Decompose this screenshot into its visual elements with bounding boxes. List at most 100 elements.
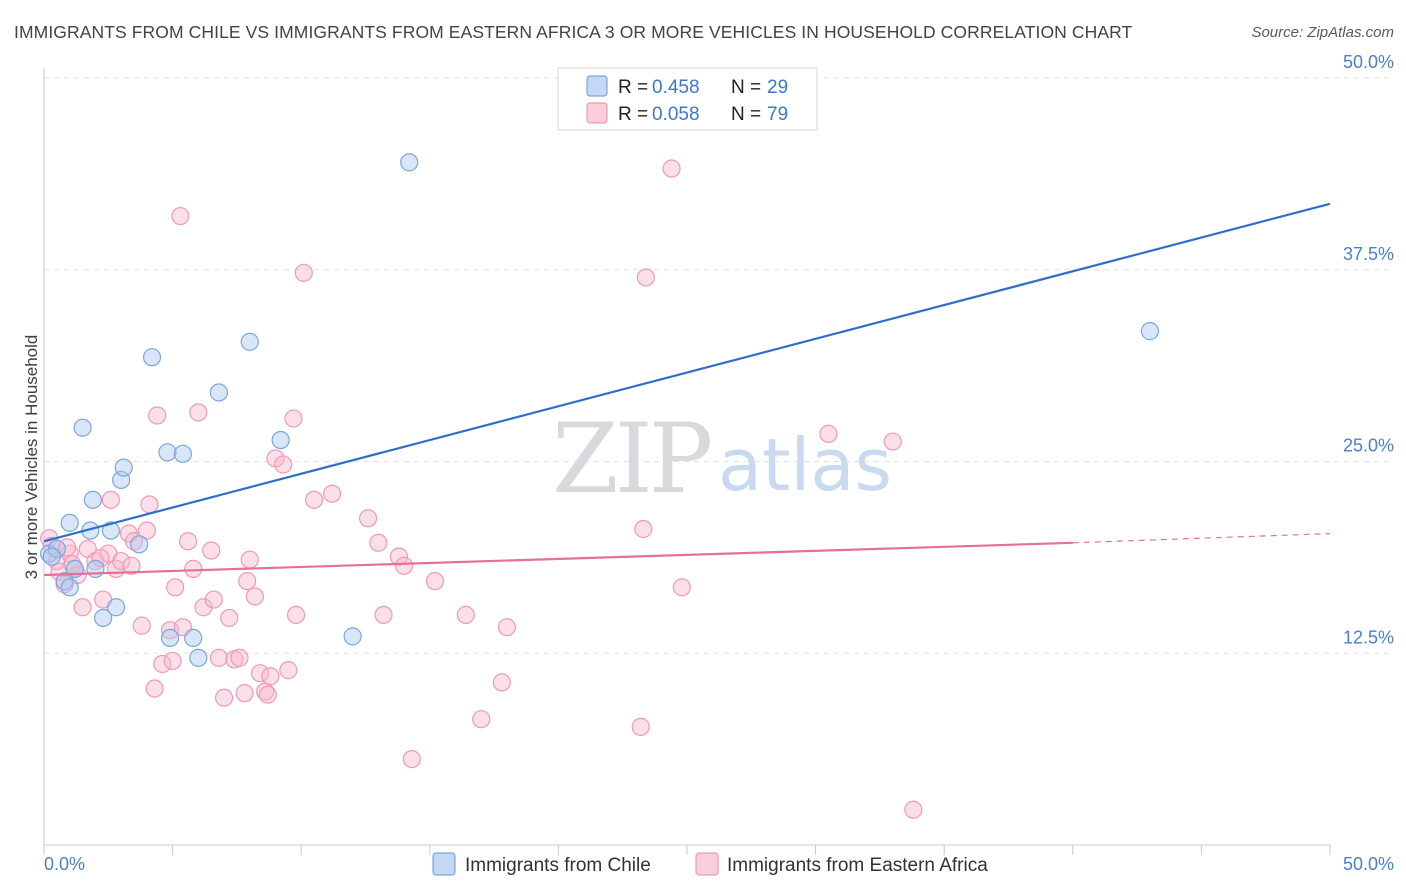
data-point-eastern-africa	[374, 605, 393, 625]
data-point-chile	[86, 559, 105, 578]
data-point-eastern-africa	[132, 616, 151, 635]
data-point-chile	[400, 153, 419, 172]
data-point-eastern-africa	[904, 800, 923, 819]
data-point-chile	[142, 348, 162, 367]
data-point-eastern-africa	[472, 710, 491, 729]
data-point-eastern-africa	[634, 519, 653, 539]
data-point-chile	[343, 627, 362, 646]
y-tick-label: 25.0%	[1343, 436, 1394, 456]
data-point-eastern-africa	[389, 547, 409, 566]
legend-n-value-eastern-africa: 79	[767, 104, 788, 125]
data-point-eastern-africa	[402, 749, 421, 769]
legend-n-label-eastern-africa: N =	[731, 104, 761, 125]
data-point-chile	[73, 418, 92, 437]
data-point-chile	[60, 513, 79, 532]
data-point-eastern-africa	[137, 521, 156, 540]
data-point-eastern-africa	[883, 432, 902, 451]
data-point-eastern-africa	[73, 598, 92, 617]
legend-r-value-eastern-africa: 0.058	[652, 104, 700, 125]
trendline-eastern-africa-extension	[1072, 532, 1331, 544]
legend-r-label-chile: R =	[618, 77, 648, 98]
data-point-eastern-africa	[238, 572, 257, 591]
data-point-chile	[60, 578, 79, 597]
data-point-eastern-africa	[122, 556, 141, 575]
data-point-eastern-africa	[178, 532, 198, 551]
data-point-eastern-africa	[204, 590, 223, 609]
data-point-eastern-africa	[394, 556, 414, 575]
x-tick-label-max: 50.0%	[1343, 854, 1394, 874]
legend-swatch-eastern-africa	[586, 102, 608, 124]
data-point-chile	[106, 598, 126, 617]
watermark-zip: ZIP	[552, 403, 711, 515]
data-point-eastern-africa	[261, 667, 280, 686]
data-point-chile	[189, 648, 208, 667]
legend-top: R = 0.458 N = 29 R = 0.058 N = 79	[557, 67, 818, 131]
chart-title: IMMIGRANTS FROM CHILE VS IMMIGRANTS FROM…	[14, 22, 1133, 42]
data-point-eastern-africa	[636, 268, 655, 287]
data-point-eastern-africa	[672, 578, 691, 597]
data-point-eastern-africa	[148, 406, 167, 425]
data-point-eastern-africa	[662, 159, 681, 178]
legend-r-label-eastern-africa: R =	[618, 104, 648, 125]
legend-n-value-chile: 29	[767, 77, 788, 98]
data-point-eastern-africa	[492, 673, 511, 692]
data-point-eastern-africa	[153, 654, 172, 674]
watermark-atlas: atlas	[718, 423, 892, 507]
data-point-chile	[94, 608, 113, 628]
data-point-eastern-africa	[250, 664, 270, 683]
bottom-legend-label-chile: Immigrants from Chile	[465, 855, 651, 876]
legend-r-value-chile: 0.458	[652, 77, 700, 98]
data-point-eastern-africa	[286, 605, 306, 625]
data-point-eastern-africa	[230, 648, 249, 667]
data-point-eastern-africa	[425, 572, 445, 591]
data-point-chile	[240, 332, 259, 351]
legend-swatch-chile	[586, 75, 608, 97]
data-point-eastern-africa	[240, 550, 259, 569]
source-label: Source: ZipAtlas.com	[1251, 24, 1394, 41]
x-tick-label-min: 0.0%	[44, 854, 85, 874]
data-point-chile	[42, 547, 61, 566]
data-point-chile	[271, 430, 290, 450]
data-point-eastern-africa	[819, 424, 838, 443]
data-point-eastern-africa	[294, 263, 313, 282]
legend-n-label-chile: N =	[731, 77, 761, 98]
data-point-chile	[101, 521, 120, 540]
trendline-chile	[43, 202, 1331, 543]
watermark: ZIP atlas	[552, 403, 892, 515]
data-point-eastern-africa	[258, 685, 277, 704]
data-point-eastern-africa	[202, 541, 221, 560]
data-point-chile	[1140, 322, 1160, 341]
data-point-eastern-africa	[91, 549, 110, 568]
data-point-chile	[130, 535, 149, 554]
data-point-eastern-africa	[322, 484, 342, 503]
data-point-chile	[184, 628, 203, 648]
data-point-eastern-africa	[101, 490, 120, 509]
bottom-legend-swatch-chile	[432, 852, 456, 876]
data-point-eastern-africa	[304, 490, 324, 509]
series-chile-points	[40, 153, 1160, 667]
data-point-chile	[209, 383, 228, 402]
data-point-eastern-africa	[112, 552, 131, 571]
data-point-eastern-africa	[184, 559, 203, 578]
trendlines	[43, 202, 1331, 577]
data-point-chile	[160, 628, 180, 648]
data-point-chile	[83, 490, 102, 509]
data-point-eastern-africa	[369, 533, 388, 552]
data-point-chile	[114, 458, 133, 477]
data-point-chile	[158, 443, 177, 462]
data-point-eastern-africa	[274, 455, 293, 474]
data-point-eastern-africa	[124, 532, 144, 551]
y-tick-label: 37.5%	[1343, 244, 1394, 264]
legend-bottom: Immigrants from Chile Immigrants from Ea…	[432, 852, 988, 876]
data-point-eastern-africa	[214, 688, 234, 707]
data-point-eastern-africa	[220, 608, 239, 628]
data-point-eastern-africa	[209, 648, 228, 667]
data-point-eastern-africa	[631, 717, 650, 736]
data-point-eastern-africa	[163, 651, 182, 671]
bottom-legend-label-eastern-africa: Immigrants from Eastern Africa	[727, 855, 988, 876]
data-point-eastern-africa	[358, 509, 378, 528]
data-point-eastern-africa	[140, 495, 159, 514]
data-point-eastern-africa	[245, 587, 265, 606]
data-point-eastern-africa	[497, 618, 517, 637]
